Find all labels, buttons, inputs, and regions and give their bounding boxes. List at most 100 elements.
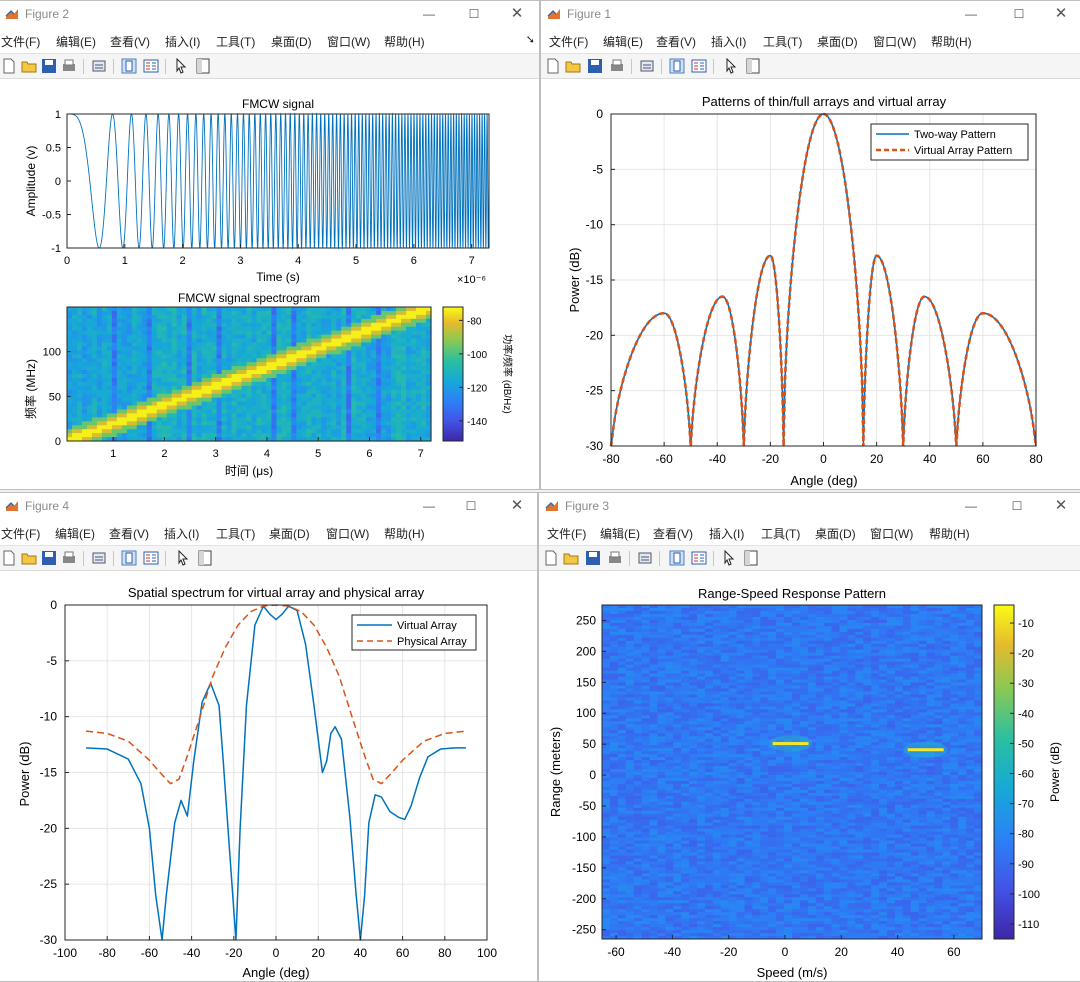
panel-icon[interactable] xyxy=(691,58,707,74)
menu-edit[interactable]: 编辑(E) xyxy=(55,525,95,542)
menu-insert[interactable]: 插入(I) xyxy=(709,525,744,542)
range-speed-cell xyxy=(705,638,713,641)
menu-file[interactable]: 文件(F) xyxy=(1,33,40,50)
save-icon[interactable] xyxy=(587,58,603,74)
range-speed-cell xyxy=(737,912,745,915)
save-icon[interactable] xyxy=(41,58,57,74)
menu-view[interactable]: 查看(V) xyxy=(653,525,693,542)
menu-help[interactable]: 帮助(H) xyxy=(931,33,972,50)
menu-help[interactable]: 帮助(H) xyxy=(384,33,425,50)
open-file-icon[interactable] xyxy=(21,550,37,566)
print-icon[interactable] xyxy=(61,550,77,566)
menu-tools[interactable]: 工具(T) xyxy=(216,525,255,542)
panel-icon[interactable] xyxy=(691,550,707,566)
new-figure-icon[interactable] xyxy=(543,550,559,566)
print-icon[interactable] xyxy=(609,58,625,74)
menu-edit[interactable]: 编辑(E) xyxy=(56,33,96,50)
save-icon[interactable] xyxy=(41,550,57,566)
spectrogram-cell xyxy=(137,335,143,340)
link-icon[interactable] xyxy=(91,58,107,74)
menu-tools[interactable]: 工具(T) xyxy=(763,33,802,50)
range-speed-cell xyxy=(713,632,721,635)
range-speed-cell xyxy=(618,659,626,662)
dock-icon[interactable] xyxy=(121,550,137,566)
menu-tools[interactable]: 工具(T) xyxy=(761,525,800,542)
menu-file[interactable]: 文件(F) xyxy=(1,525,40,542)
open-file-icon[interactable] xyxy=(21,58,37,74)
menu-window[interactable]: 窗口(W) xyxy=(327,33,370,50)
open-file-icon[interactable] xyxy=(563,550,579,566)
link-icon[interactable] xyxy=(91,550,107,566)
menu-desktop[interactable]: 桌面(D) xyxy=(815,525,856,542)
range-speed-cell xyxy=(634,671,642,674)
range-speed-cell xyxy=(634,715,642,718)
menu-insert[interactable]: 插入(I) xyxy=(165,33,200,50)
new-figure-icon[interactable] xyxy=(1,58,17,74)
link-icon[interactable] xyxy=(639,58,655,74)
panel-icon[interactable] xyxy=(143,550,159,566)
range-speed-cell xyxy=(618,683,626,686)
pointer-icon[interactable] xyxy=(173,58,189,74)
new-figure-icon[interactable] xyxy=(545,58,561,74)
minimize-icon[interactable]: — xyxy=(409,3,449,25)
inspector-icon[interactable] xyxy=(743,550,759,566)
pointer-icon[interactable] xyxy=(721,550,737,566)
spectrogram-cell xyxy=(371,323,377,328)
menu-edit[interactable]: 编辑(E) xyxy=(603,33,643,50)
minimize-icon[interactable]: — xyxy=(409,495,449,517)
menu-window[interactable]: 窗口(W) xyxy=(870,525,913,542)
menu-window[interactable]: 窗口(W) xyxy=(873,33,916,50)
spectrogram-cell xyxy=(197,315,203,320)
dock-icon[interactable] xyxy=(669,550,685,566)
close-icon[interactable]: ✕ xyxy=(497,495,537,517)
menu-desktop[interactable]: 桌面(D) xyxy=(817,33,858,50)
maximize-icon[interactable]: ☐ xyxy=(997,495,1037,517)
inspector-icon[interactable] xyxy=(195,58,211,74)
spectrogram-cell xyxy=(311,378,317,383)
panel-icon[interactable] xyxy=(143,58,159,74)
inspector-icon[interactable] xyxy=(197,550,213,566)
close-icon[interactable]: ✕ xyxy=(1041,495,1080,517)
maximize-icon[interactable]: ☐ xyxy=(451,495,491,517)
maximize-icon[interactable]: ☐ xyxy=(999,3,1039,25)
pointer-icon[interactable] xyxy=(175,550,191,566)
range-speed-cell xyxy=(689,876,697,879)
inspector-icon[interactable] xyxy=(745,58,761,74)
menu-file[interactable]: 文件(F) xyxy=(549,33,588,50)
menu-edit[interactable]: 编辑(E) xyxy=(600,525,640,542)
range-speed-cell xyxy=(689,799,697,802)
dock-icon[interactable] xyxy=(669,58,685,74)
menu-file[interactable]: 文件(F) xyxy=(547,525,586,542)
menu-help[interactable]: 帮助(H) xyxy=(929,525,970,542)
minimize-icon[interactable]: — xyxy=(951,495,991,517)
menu-expand-icon[interactable]: ➘ xyxy=(526,33,535,46)
range-speed-cell xyxy=(681,790,689,793)
spectrogram-cell xyxy=(97,339,103,344)
spectrogram-cell xyxy=(77,429,83,434)
pointer-icon[interactable] xyxy=(723,58,739,74)
menu-insert[interactable]: 插入(I) xyxy=(164,525,199,542)
save-icon[interactable] xyxy=(585,550,601,566)
dock-icon[interactable] xyxy=(121,58,137,74)
menu-desktop[interactable]: 桌面(D) xyxy=(271,33,312,50)
menu-view[interactable]: 查看(V) xyxy=(656,33,696,50)
close-icon[interactable]: ✕ xyxy=(497,3,537,25)
range-speed-cell xyxy=(626,820,634,823)
menu-window[interactable]: 窗口(W) xyxy=(326,525,369,542)
print-icon[interactable] xyxy=(61,58,77,74)
range-speed-cell xyxy=(634,817,642,820)
open-file-icon[interactable] xyxy=(565,58,581,74)
menu-desktop[interactable]: 桌面(D) xyxy=(269,525,310,542)
new-figure-icon[interactable] xyxy=(1,550,17,566)
range-speed-cell xyxy=(602,838,610,841)
minimize-icon[interactable]: — xyxy=(951,3,991,25)
close-icon[interactable]: ✕ xyxy=(1041,3,1080,25)
print-icon[interactable] xyxy=(607,550,623,566)
menu-tools[interactable]: 工具(T) xyxy=(216,33,255,50)
menu-view[interactable]: 查看(V) xyxy=(109,525,149,542)
menu-help[interactable]: 帮助(H) xyxy=(384,525,425,542)
maximize-icon[interactable]: ☐ xyxy=(454,3,494,25)
link-icon[interactable] xyxy=(637,550,653,566)
menu-view[interactable]: 查看(V) xyxy=(110,33,150,50)
menu-insert[interactable]: 插入(I) xyxy=(711,33,746,50)
